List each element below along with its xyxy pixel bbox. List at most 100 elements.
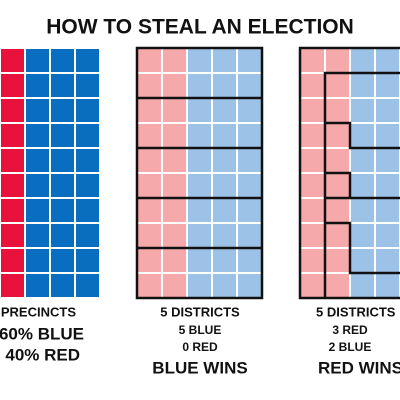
precinct (1, 174, 24, 197)
precinct (376, 99, 399, 122)
precinct (238, 174, 261, 197)
precinct (376, 124, 399, 147)
precinct (138, 199, 161, 222)
precinct (26, 49, 49, 72)
precinct (138, 249, 161, 272)
precinct (138, 174, 161, 197)
precinct (26, 124, 49, 147)
precinct (188, 99, 211, 122)
precinct (301, 99, 324, 122)
labels: 50 PRECINCTS 60% BLUE 40% RED 5 DISTRICT… (0, 304, 400, 377)
precinct (376, 224, 399, 247)
precinct (1, 249, 24, 272)
precinct (326, 49, 349, 72)
precinct (51, 49, 74, 72)
precinct (238, 249, 261, 272)
precinct (238, 74, 261, 97)
precinct (188, 74, 211, 97)
precinct (51, 149, 74, 172)
precinct (26, 249, 49, 272)
label: 60% BLUE (0, 324, 84, 343)
precinct (163, 74, 186, 97)
precinct (326, 249, 349, 272)
precinct (351, 124, 374, 147)
precinct (376, 274, 399, 297)
precinct (76, 274, 99, 297)
precinct (76, 224, 99, 247)
precinct (301, 174, 324, 197)
precinct (301, 249, 324, 272)
precinct (188, 274, 211, 297)
precinct (76, 49, 99, 72)
precinct (138, 274, 161, 297)
precinct (163, 274, 186, 297)
precinct (351, 224, 374, 247)
precinct (1, 224, 24, 247)
precinct (351, 274, 374, 297)
label: 5 DISTRICTS (316, 304, 396, 319)
precinct (326, 174, 349, 197)
precinct (76, 99, 99, 122)
precinct (213, 49, 236, 72)
label: BLUE WINS (152, 358, 247, 377)
precinct (213, 274, 236, 297)
label: 0 RED (182, 340, 218, 354)
precinct (301, 74, 324, 97)
precinct (301, 49, 324, 72)
precinct (26, 199, 49, 222)
precinct (213, 249, 236, 272)
precinct (163, 174, 186, 197)
label: 5 BLUE (179, 323, 222, 337)
precinct (1, 199, 24, 222)
precinct (326, 124, 349, 147)
precinct (238, 199, 261, 222)
precinct (26, 274, 49, 297)
precinct (213, 224, 236, 247)
precinct (376, 74, 399, 97)
precinct (1, 74, 24, 97)
precinct (51, 274, 74, 297)
precinct (51, 199, 74, 222)
precinct (376, 149, 399, 172)
precinct (76, 174, 99, 197)
precinct (51, 99, 74, 122)
precinct (213, 74, 236, 97)
precinct (1, 49, 24, 72)
precinct (301, 199, 324, 222)
precinct (351, 199, 374, 222)
label: 3 RED (332, 323, 368, 337)
precinct (188, 149, 211, 172)
precinct (301, 274, 324, 297)
precinct (213, 149, 236, 172)
precinct (326, 274, 349, 297)
precinct (301, 149, 324, 172)
grids (1, 49, 399, 297)
precinct (76, 149, 99, 172)
precinct (163, 149, 186, 172)
precinct (188, 224, 211, 247)
precinct (326, 99, 349, 122)
precinct (51, 249, 74, 272)
precinct (51, 174, 74, 197)
precinct (326, 149, 349, 172)
precinct (51, 224, 74, 247)
precinct (213, 174, 236, 197)
precinct (188, 249, 211, 272)
precinct (188, 49, 211, 72)
label: 50 PRECINCTS (0, 304, 76, 319)
precinct (138, 99, 161, 122)
precinct (1, 274, 24, 297)
precinct (376, 174, 399, 197)
precinct (138, 224, 161, 247)
precinct (26, 74, 49, 97)
precinct (213, 99, 236, 122)
precinct (163, 249, 186, 272)
precinct (51, 124, 74, 147)
precinct (301, 224, 324, 247)
precinct (138, 74, 161, 97)
precinct (163, 99, 186, 122)
precinct (188, 174, 211, 197)
label: 40% RED (5, 345, 80, 364)
precinct (1, 124, 24, 147)
